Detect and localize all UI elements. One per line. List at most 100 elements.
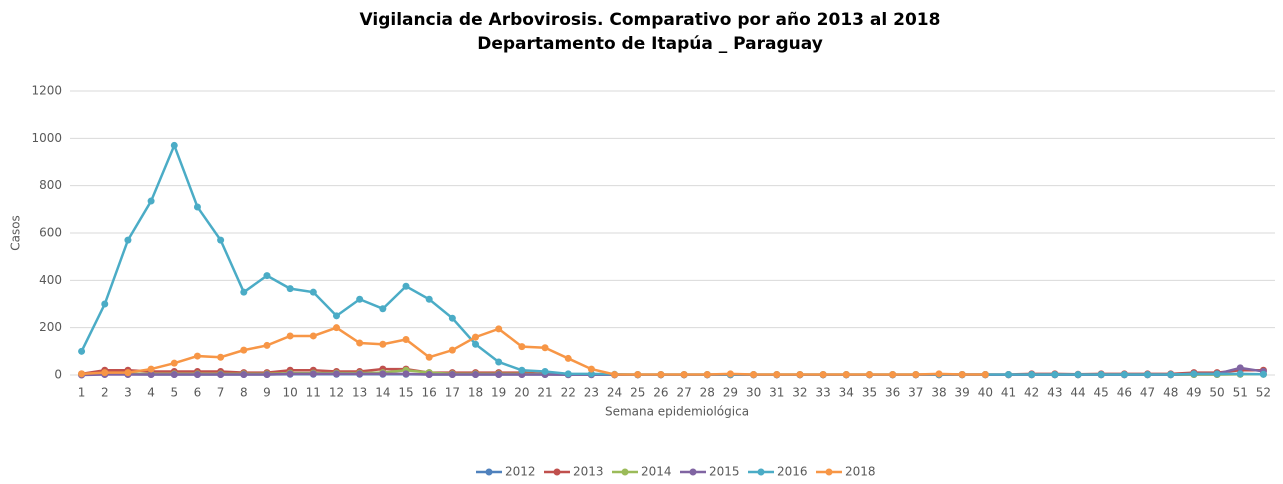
data-point xyxy=(1121,371,1128,378)
data-point xyxy=(287,332,294,339)
series-line xyxy=(82,328,986,375)
x-tick-label: 2 xyxy=(101,386,109,400)
y-tick-label: 1200 xyxy=(31,84,62,98)
x-tick-label: 44 xyxy=(1070,386,1085,400)
chart-subtitle: Departamento de Itapúa _ Paraguay xyxy=(477,34,823,54)
data-point xyxy=(379,341,386,348)
x-tick-label: 11 xyxy=(306,386,321,400)
x-tick-label: 39 xyxy=(955,386,970,400)
data-point xyxy=(310,289,317,296)
legend-marker xyxy=(554,469,561,476)
data-point xyxy=(426,296,433,303)
data-point xyxy=(217,354,224,361)
data-point xyxy=(866,371,873,378)
data-point xyxy=(1051,371,1058,378)
data-point xyxy=(773,371,780,378)
x-tick-label: 52 xyxy=(1256,386,1271,400)
x-tick-label: 35 xyxy=(862,386,877,400)
data-point xyxy=(426,354,433,361)
x-tick-label: 30 xyxy=(746,386,761,400)
data-point xyxy=(681,371,688,378)
data-point xyxy=(449,347,456,354)
data-point xyxy=(495,371,502,378)
legend-marker xyxy=(622,469,629,476)
data-point xyxy=(704,371,711,378)
data-point xyxy=(449,371,456,378)
data-point xyxy=(101,301,108,308)
x-tick-label: 13 xyxy=(352,386,367,400)
y-tick-label: 800 xyxy=(39,178,62,192)
y-tick-label: 0 xyxy=(54,368,62,382)
x-axis-label: Semana epidemiológica xyxy=(605,405,749,419)
data-point xyxy=(287,370,294,377)
data-point xyxy=(634,371,641,378)
data-point xyxy=(263,272,270,279)
x-tick-label: 46 xyxy=(1117,386,1132,400)
x-tick-label: 47 xyxy=(1140,386,1155,400)
data-point xyxy=(426,371,433,378)
data-point xyxy=(194,353,201,360)
y-tick-label: 1000 xyxy=(31,131,62,145)
data-point xyxy=(171,371,178,378)
data-point xyxy=(403,336,410,343)
data-point xyxy=(449,315,456,322)
data-point xyxy=(518,367,525,374)
x-tick-label: 26 xyxy=(653,386,668,400)
x-tick-label: 23 xyxy=(584,386,599,400)
data-point xyxy=(356,296,363,303)
data-point xyxy=(495,358,502,365)
data-point xyxy=(982,371,989,378)
data-point xyxy=(1028,371,1035,378)
data-point xyxy=(1098,371,1105,378)
x-tick-label: 31 xyxy=(769,386,784,400)
data-point xyxy=(542,368,549,375)
x-tick-label: 22 xyxy=(561,386,576,400)
data-point xyxy=(379,370,386,377)
data-point xyxy=(611,371,618,378)
x-tick-label: 12 xyxy=(329,386,344,400)
data-point xyxy=(240,347,247,354)
x-tick-label: 10 xyxy=(283,386,298,400)
x-tick-label: 1 xyxy=(78,386,86,400)
x-tick-label: 18 xyxy=(468,386,483,400)
data-point xyxy=(333,312,340,319)
data-point xyxy=(1190,370,1197,377)
data-point xyxy=(310,370,317,377)
x-tick-label: 5 xyxy=(170,386,178,400)
x-tick-label: 7 xyxy=(217,386,225,400)
data-point xyxy=(356,340,363,347)
data-point xyxy=(1075,371,1082,378)
data-point xyxy=(657,371,664,378)
legend-label: 2013 xyxy=(573,465,604,479)
data-point xyxy=(1144,371,1151,378)
data-point xyxy=(750,371,757,378)
x-tick-label: 51 xyxy=(1233,386,1248,400)
data-point xyxy=(194,203,201,210)
x-tick-label: 15 xyxy=(398,386,413,400)
data-point xyxy=(240,371,247,378)
data-point xyxy=(588,366,595,373)
data-point xyxy=(379,305,386,312)
data-point xyxy=(889,371,896,378)
y-tick-label: 600 xyxy=(39,226,62,240)
legend-label: 2015 xyxy=(709,465,740,479)
legend-marker xyxy=(758,469,765,476)
data-point xyxy=(935,370,942,377)
x-tick-label: 48 xyxy=(1163,386,1178,400)
x-tick-label: 33 xyxy=(815,386,830,400)
data-point xyxy=(356,370,363,377)
x-tick-label: 3 xyxy=(124,386,132,400)
x-tick-label: 17 xyxy=(445,386,460,400)
data-point xyxy=(171,360,178,367)
x-tick-label: 27 xyxy=(676,386,691,400)
x-tick-label: 50 xyxy=(1209,386,1224,400)
data-point xyxy=(217,371,224,378)
x-tick-label: 43 xyxy=(1047,386,1062,400)
x-tick-label: 49 xyxy=(1186,386,1201,400)
x-tick-label: 32 xyxy=(792,386,807,400)
x-tick-label: 28 xyxy=(700,386,715,400)
x-tick-label: 19 xyxy=(491,386,506,400)
data-point xyxy=(1005,371,1012,378)
legend-marker xyxy=(486,469,493,476)
